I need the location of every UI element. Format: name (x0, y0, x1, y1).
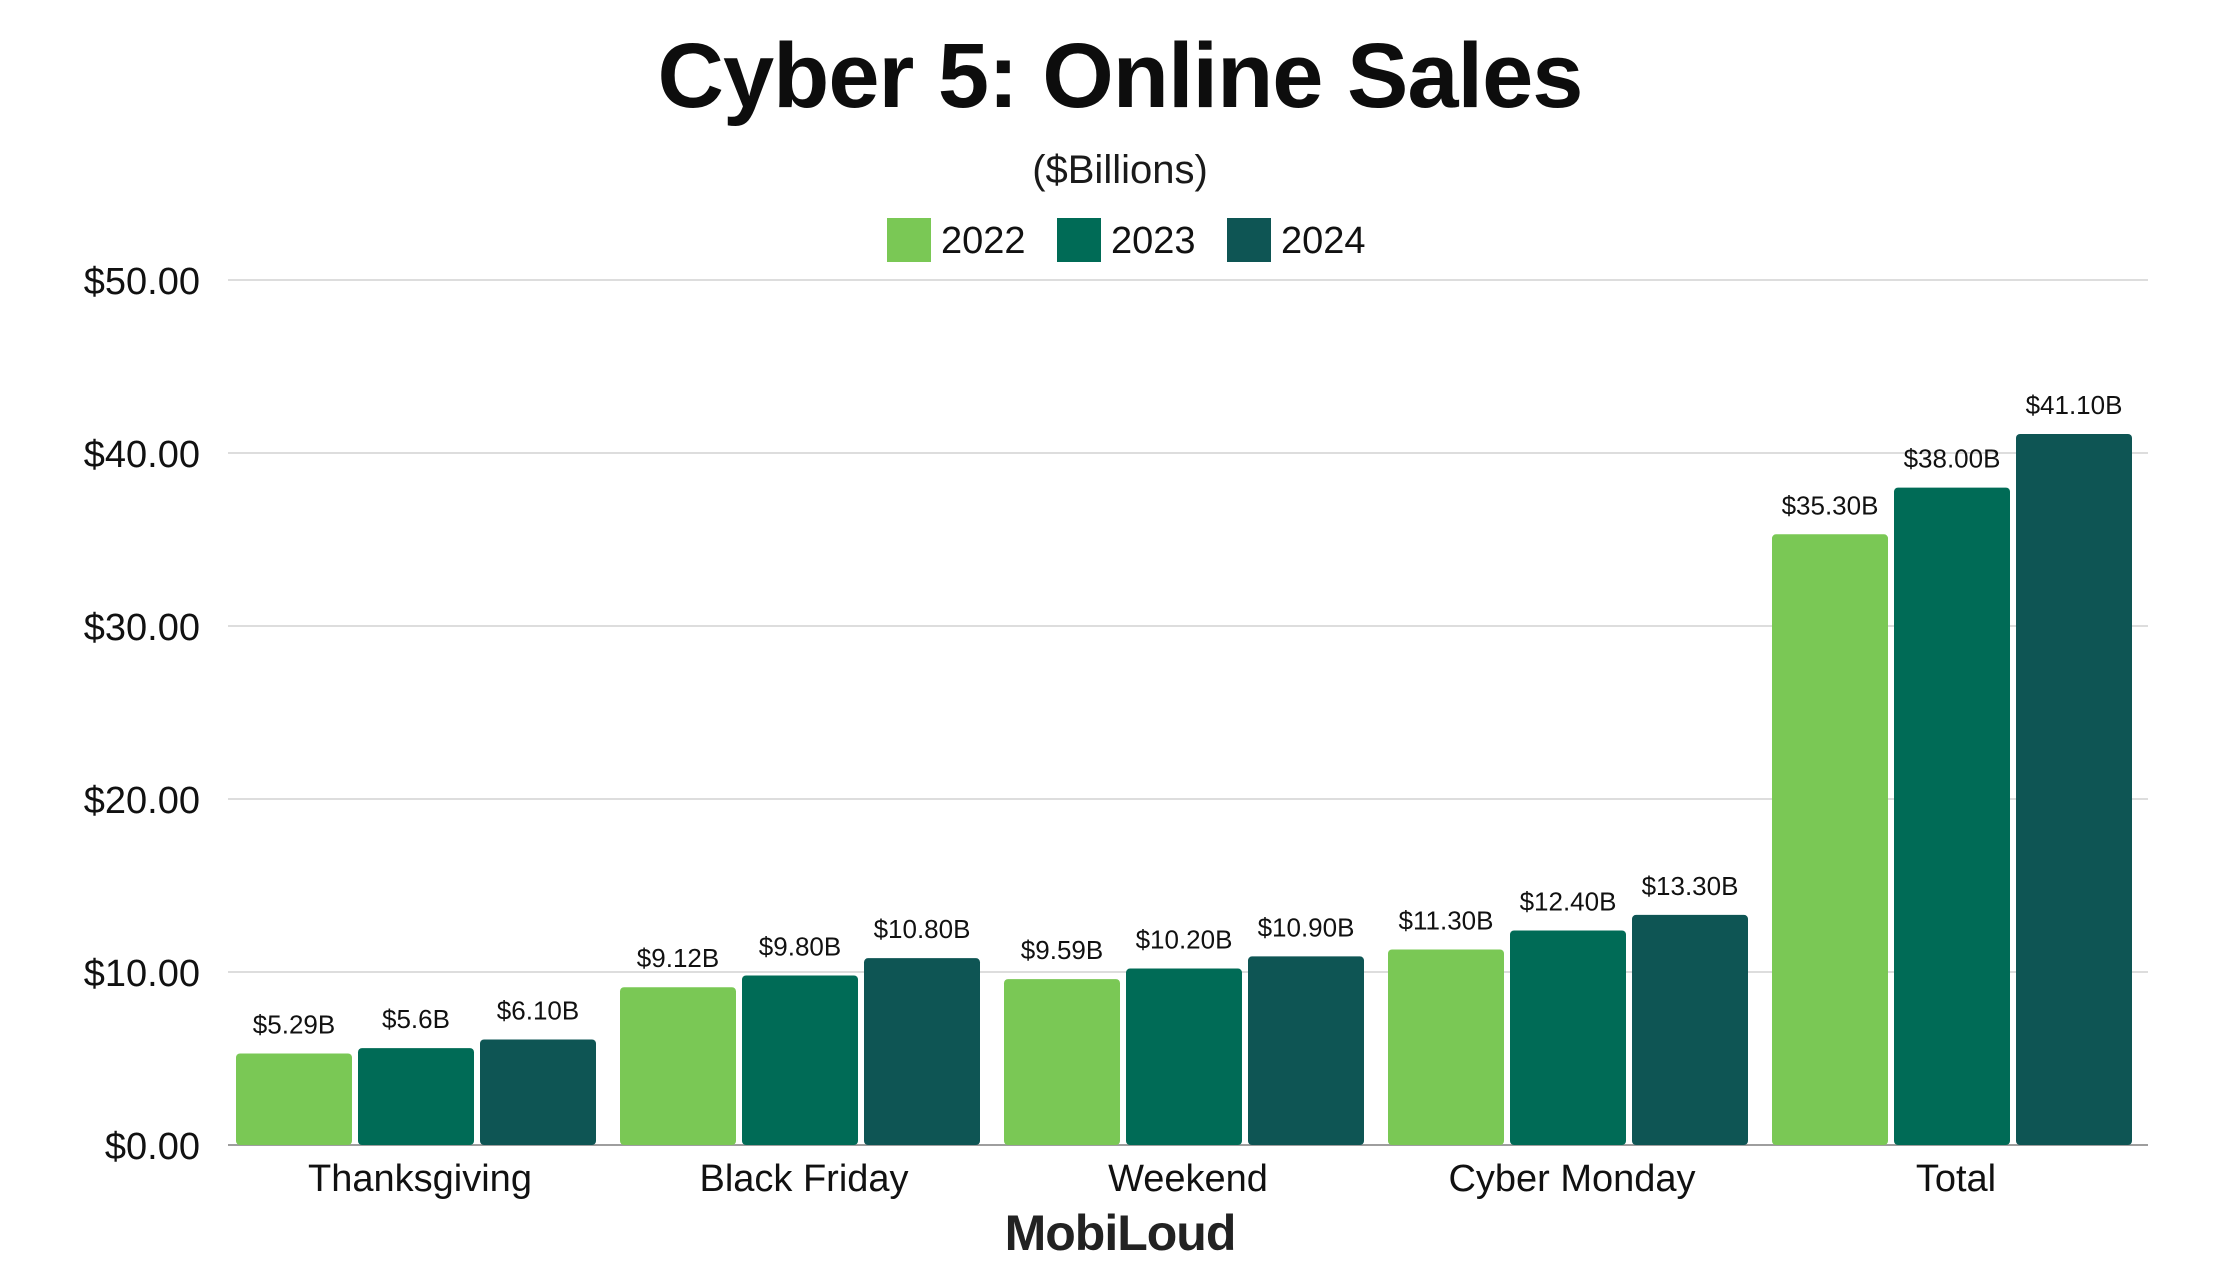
x-tick-label: Weekend (1108, 1158, 1268, 1200)
data-label: $9.80B (759, 931, 841, 961)
chart-legend: 2022 2023 2024 (887, 218, 1366, 262)
bar (358, 1048, 474, 1145)
data-label: $10.20B (1136, 925, 1233, 955)
y-axis: $0.00 $10.00 $20.00 $30.00 $40.00 $50.00 (84, 261, 200, 1168)
data-label: $11.30B (1399, 906, 1494, 936)
chart-title: Cyber 5: Online Sales (657, 25, 1584, 127)
y-tick-label: $10.00 (84, 953, 200, 995)
data-label: $41.10B (2026, 390, 2123, 420)
legend-label: 2024 (1281, 220, 1366, 262)
chart-bars: $5.29B $5.6B $6.10B $9.12B $9.80B $10.80B $9.5… (236, 390, 2132, 1146)
x-tick-label: Black Friday (699, 1158, 908, 1200)
x-tick-label: Total (1916, 1158, 1996, 1200)
y-tick-label: $50.00 (84, 261, 200, 303)
bar (864, 958, 980, 1145)
data-label: $5.29B (253, 1009, 335, 1039)
x-tick-label: Thanksgiving (308, 1158, 532, 1200)
legend-swatch (887, 218, 931, 262)
data-label: $6.10B (497, 995, 579, 1025)
brand-logo: MobiLoud (1004, 1205, 1237, 1261)
bar (1632, 914, 1748, 1145)
data-label: $38.00B (1904, 444, 2001, 474)
y-tick-label: $30.00 (84, 607, 200, 649)
y-tick-label: $0.00 (105, 1126, 200, 1168)
legend-swatch (1227, 218, 1271, 262)
bar (2016, 433, 2132, 1146)
legend-label: 2022 (941, 220, 1026, 262)
data-label: $9.59B (1021, 935, 1103, 965)
data-label: $10.90B (1258, 912, 1355, 942)
data-label: $10.80B (874, 914, 971, 944)
x-axis: Thanksgiving Black Friday Weekend Cyber Mon… (308, 1158, 1996, 1200)
bar (236, 1053, 352, 1145)
chart-subtitle: ($Billions) (1032, 148, 1208, 192)
bar (480, 1039, 596, 1145)
data-label: $12.40B (1520, 886, 1617, 916)
y-tick-label: $40.00 (84, 434, 200, 476)
bar (1388, 949, 1504, 1145)
bar (1510, 930, 1626, 1145)
legend-swatch (1057, 218, 1101, 262)
data-label: $9.12B (637, 943, 719, 973)
bar (1126, 968, 1242, 1145)
y-tick-label: $20.00 (84, 780, 200, 822)
bar (620, 987, 736, 1145)
bar (1772, 534, 1888, 1145)
data-label: $35.30B (1782, 490, 1879, 520)
x-tick-label: Cyber Monday (1448, 1158, 1695, 1200)
bar (1004, 979, 1120, 1145)
data-label: $13.30B (1642, 871, 1739, 901)
bar (742, 975, 858, 1145)
legend-label: 2023 (1111, 220, 1196, 262)
bar (1248, 956, 1364, 1145)
data-label: $5.6B (382, 1004, 450, 1034)
bar (1894, 487, 2010, 1146)
